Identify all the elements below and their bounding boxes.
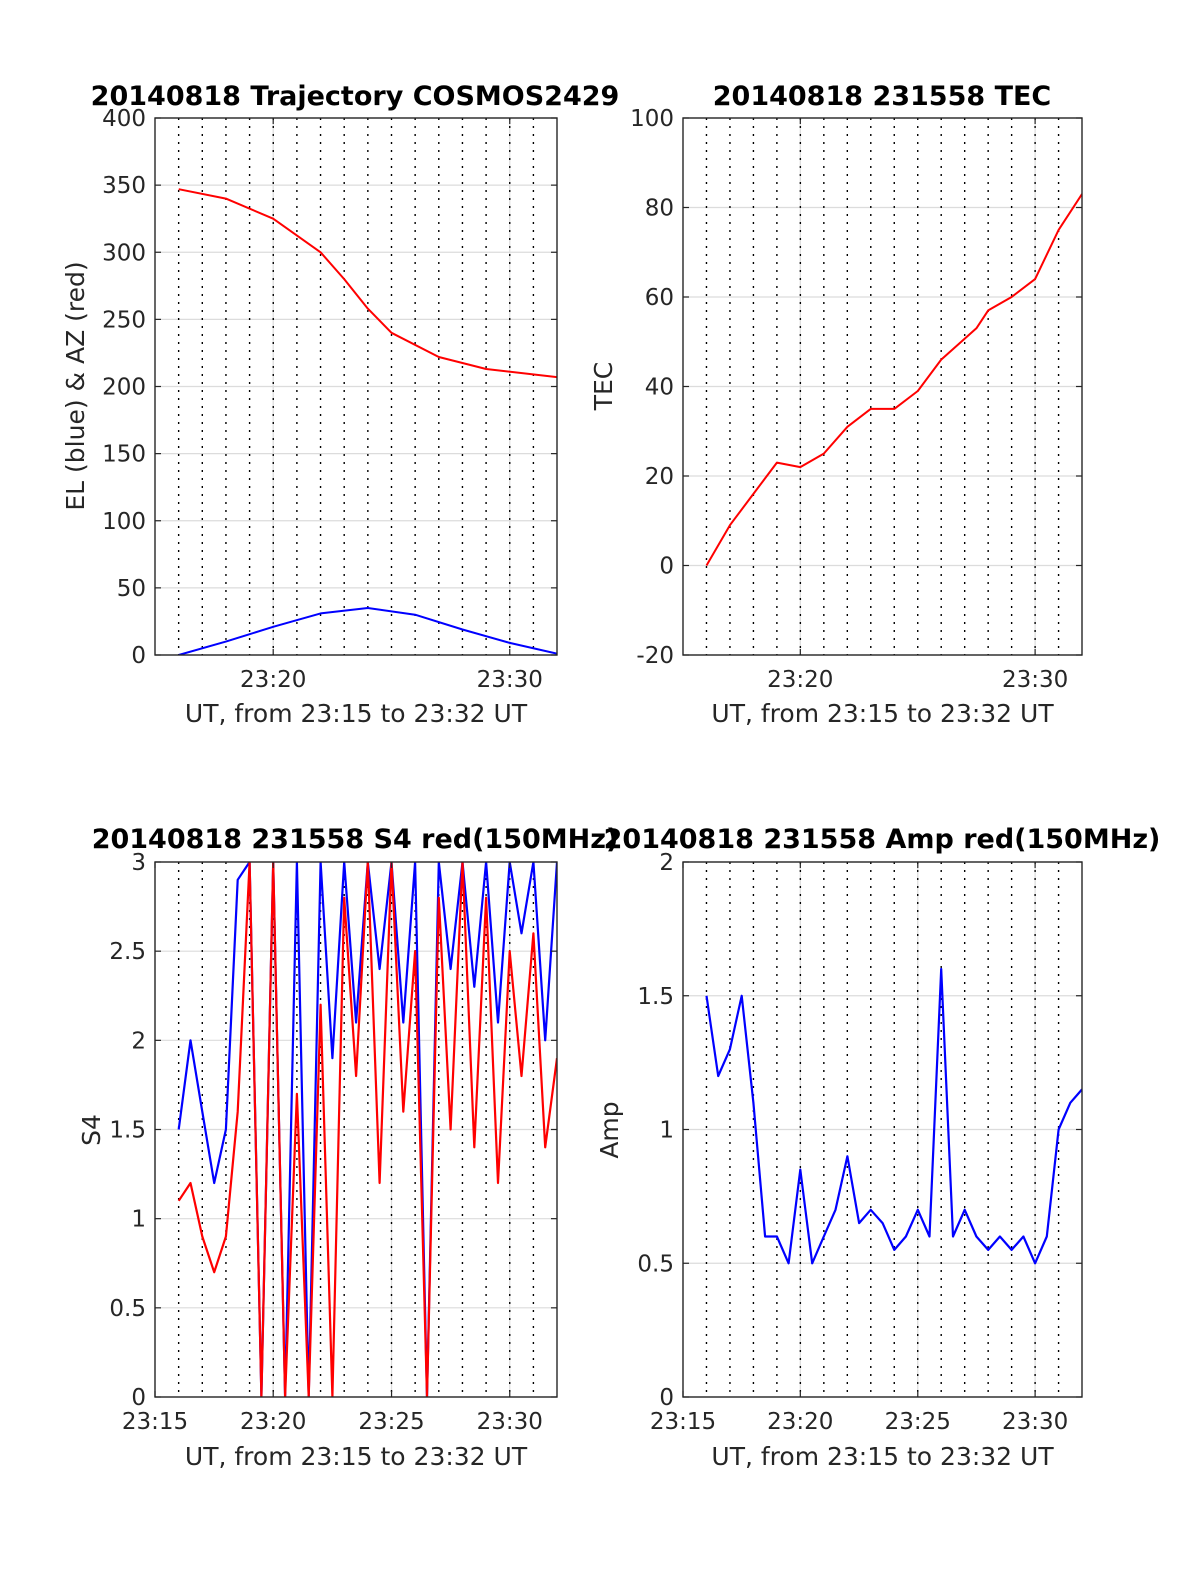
amp-series-0-line <box>705 967 1082 1265</box>
amp-ylabel: Amp <box>595 1101 624 1158</box>
traj-ytick-label: 400 <box>102 106 146 132</box>
tec-ytick-label: 40 <box>645 375 674 401</box>
s4-xlabel: UT, from 23:15 to 23:32 UT <box>185 1442 528 1471</box>
traj-ytick-label: 50 <box>117 576 146 602</box>
s4-ytick-label: 3 <box>131 850 146 876</box>
tec-ytick-label: 0 <box>659 554 674 580</box>
tec-ytick-label: 80 <box>645 196 674 222</box>
tec-title: 20140818 231558 TEC <box>713 81 1052 112</box>
traj-ytick-label: 150 <box>102 442 146 468</box>
amp-xtick-label: 23:20 <box>767 1409 833 1435</box>
traj-ytick-label: 0 <box>131 643 146 669</box>
s4-ylabel: S4 <box>77 1114 106 1146</box>
s4-title: 20140818 231558 S4 red(150MHz) <box>92 824 619 855</box>
traj-xlabel: UT, from 23:15 to 23:32 UT <box>185 699 528 728</box>
s4-series-1-line <box>177 862 557 1397</box>
s4-ytick-label: 1.5 <box>109 1118 146 1144</box>
traj-ytick-label: 100 <box>102 509 146 535</box>
amp-ytick-label: 2 <box>659 850 674 876</box>
s4-panel: 0 0.5 1 1.5 2 2.5 3 23:15 23:20 23:25 23:30 2014081… <box>77 824 618 1471</box>
traj-ytick-label: 200 <box>102 375 146 401</box>
trajectory-panel: 0 50 100 150 200 250 300 350 400 23:20 23:30 201408… <box>61 81 619 728</box>
traj-ylabel: EL (blue) & AZ (red) <box>61 261 90 510</box>
tec-ytick-label: -20 <box>636 643 674 669</box>
amp-title: 20140818 231558 Amp red(150MHz) <box>604 824 1161 855</box>
traj-xtick-label: 23:30 <box>477 667 543 693</box>
traj-title: 20140818 Trajectory COSMOS2429 <box>91 81 620 112</box>
s4-ytick-label: 1 <box>131 1207 146 1233</box>
tec-xlabel: UT, from 23:15 to 23:32 UT <box>711 699 1054 728</box>
s4-xtick-label: 23:25 <box>358 1409 424 1435</box>
amp-xtick-label: 23:30 <box>1002 1409 1068 1435</box>
amp-xtick-label: 23:15 <box>650 1409 716 1435</box>
tec-ylabel: TEC <box>589 362 618 412</box>
s4-ytick-label: 0.5 <box>109 1296 146 1322</box>
tec-xtick-label: 23:30 <box>1002 667 1068 693</box>
s4-ytick-label: 2 <box>131 1028 146 1054</box>
traj-ytick-label: 350 <box>102 173 146 199</box>
traj-series-1-line <box>178 607 557 655</box>
traj-series-0-line <box>178 188 557 379</box>
traj-ytick-label: 250 <box>102 307 146 333</box>
tec-panel: -20 0 20 40 60 80 100 23:20 23:30 20140818 231558… <box>589 81 1083 728</box>
s4-series-0-line <box>177 862 557 1397</box>
amp-panel: 0 0.5 1 1.5 2 23:15 23:20 23:25 23:30 20140818 23… <box>595 824 1160 1471</box>
s4-ytick-label: 0 <box>131 1385 146 1411</box>
amp-ytick-label: 1 <box>659 1118 674 1144</box>
amp-ytick-label: 0 <box>659 1385 674 1411</box>
traj-ytick-label: 300 <box>102 240 146 266</box>
s4-ytick-label: 2.5 <box>109 939 146 965</box>
amp-xlabel: UT, from 23:15 to 23:32 UT <box>711 1442 1054 1471</box>
amp-xtick-label: 23:25 <box>885 1409 951 1435</box>
tec-ytick-label: 100 <box>630 106 674 132</box>
tec-xtick-label: 23:20 <box>767 667 833 693</box>
tec-ytick-label: 20 <box>645 464 674 490</box>
tec-ytick-label: 60 <box>645 285 674 311</box>
amp-ytick-label: 0.5 <box>637 1251 674 1277</box>
s4-xtick-label: 23:30 <box>477 1409 543 1435</box>
amp-ytick-label: 1.5 <box>637 984 674 1010</box>
tec-series-0-line <box>705 193 1082 567</box>
traj-xtick-label: 23:20 <box>240 667 306 693</box>
s4-xtick-label: 23:20 <box>240 1409 306 1435</box>
s4-xtick-label: 23:15 <box>122 1409 188 1435</box>
